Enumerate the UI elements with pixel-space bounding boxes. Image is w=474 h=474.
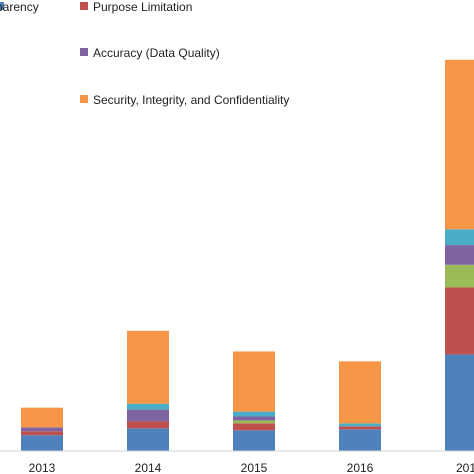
x-tick-label: 2014 [135,461,162,474]
bar-segment [339,423,381,427]
bar-segment [445,245,474,265]
legend: parency Purpose Limitation Accuracy (Dat… [0,0,289,107]
bar-segment [445,229,474,246]
bar-stacks [21,59,474,451]
x-tick-label: 2013 [29,461,56,474]
bar-segment [127,421,169,429]
legend-swatch [80,48,88,56]
bar-segment [445,287,474,355]
bar-segment [339,361,381,424]
bar-segment [127,428,169,451]
bar-segment [445,354,474,451]
bar-segment [339,426,381,430]
bar-segment [233,430,275,451]
bar-segment [445,264,474,288]
legend-swatch [0,2,4,10]
legend-label: Accuracy (Data Quality) [93,46,220,60]
legend-label: parency [0,0,39,14]
legend-item: Accuracy (Data Quality) [80,46,220,60]
legend-item: Security, Integrity, and Confidentiality [80,93,289,107]
bar-stack-2013 [21,407,63,451]
bar-segment [233,411,275,417]
bar-stack-201 [445,59,474,451]
bar-segment [21,427,63,432]
legend-swatch [80,2,88,10]
legend-swatch [80,95,88,103]
bar-segment [127,409,169,422]
bar-segment [445,59,474,230]
legend-label: Security, Integrity, and Confidentiality [93,93,289,107]
bar-segment [127,403,169,410]
x-tick-label: 2015 [241,461,268,474]
legend-label: Purpose Limitation [93,0,192,14]
bar-segment [21,407,63,428]
bar-stack-2016 [339,361,381,451]
bar-segment [21,431,63,436]
bar-segment [339,429,381,451]
legend-item: parency [0,0,39,14]
bar-stack-2014 [127,330,169,451]
bar-segment [233,420,275,424]
x-axis-tick-labels: 2013 2014 2015 2016 201 [29,461,474,474]
bar-segment [21,435,63,451]
bar-segment [233,416,275,421]
bar-segment [127,330,169,404]
x-tick-label: 201 [456,461,474,474]
bar-segment [233,351,275,412]
legend-item: Purpose Limitation [80,0,192,14]
x-tick-label: 2016 [347,461,374,474]
bar-stack-2015 [233,351,275,451]
bar-segment [233,423,275,431]
